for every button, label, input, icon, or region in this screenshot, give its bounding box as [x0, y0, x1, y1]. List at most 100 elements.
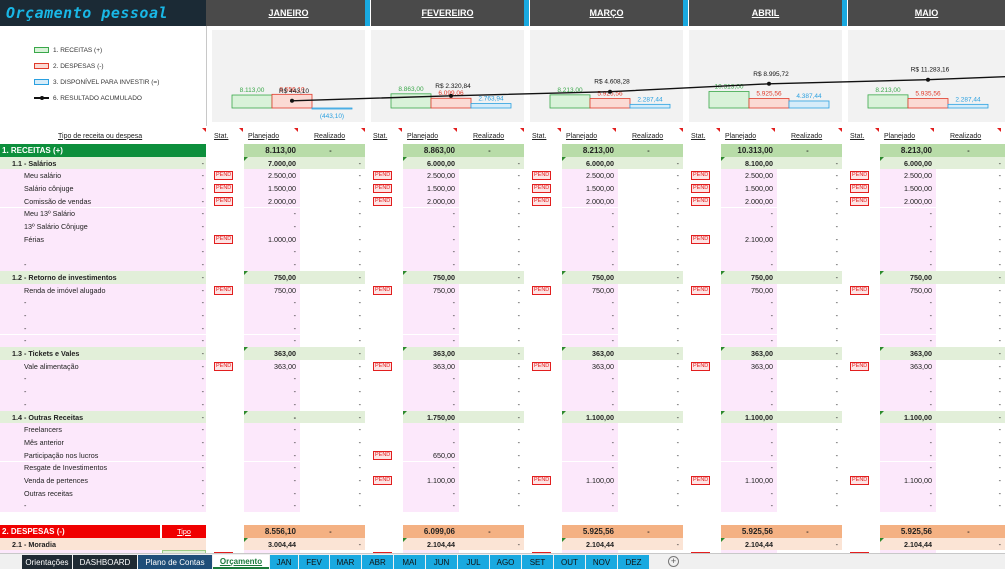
planejado-cell[interactable]: -: [244, 448, 300, 462]
planejado-cell[interactable]: -: [721, 372, 777, 386]
planejado-cell[interactable]: 2.104,44: [403, 537, 459, 551]
planejado-cell[interactable]: 1.100,00: [562, 410, 618, 424]
stat-cell[interactable]: [689, 271, 721, 284]
stat-cell[interactable]: PEND: [530, 194, 562, 208]
planejado-cell[interactable]: 363,00: [403, 359, 459, 373]
stat-cell[interactable]: [689, 372, 721, 386]
sheet-tab-11[interactable]: AGO: [490, 555, 521, 569]
row-label[interactable]: -: [0, 334, 206, 348]
stat-cell[interactable]: [212, 207, 244, 221]
planejado-cell[interactable]: -: [721, 309, 777, 322]
stat-cell[interactable]: PEND: [530, 474, 562, 487]
realizado-cell[interactable]: -: [459, 334, 524, 348]
stat-cell[interactable]: [530, 512, 562, 525]
realizado-cell[interactable]: -: [777, 385, 842, 398]
stat-cell[interactable]: [371, 271, 403, 284]
sheet-tab-0[interactable]: Orientações: [22, 555, 72, 569]
stat-cell[interactable]: [848, 207, 880, 221]
realizado-cell[interactable]: -: [618, 169, 683, 183]
realizado-cell[interactable]: -: [618, 334, 683, 348]
stat-cell[interactable]: [212, 144, 244, 157]
planejado-cell[interactable]: 2.500,00: [244, 169, 300, 183]
planejado-cell[interactable]: 2.000,00: [721, 194, 777, 208]
stat-cell[interactable]: [371, 220, 403, 233]
realizado-cell[interactable]: -: [936, 144, 1005, 157]
realizado-cell[interactable]: -: [300, 398, 365, 411]
planejado-cell[interactable]: -: [880, 232, 936, 246]
col-header-stat[interactable]: Stat.: [214, 132, 229, 140]
realizado-cell[interactable]: -: [459, 423, 524, 437]
stat-cell[interactable]: [212, 398, 244, 411]
stat-cell[interactable]: [212, 258, 244, 271]
realizado-cell[interactable]: -: [459, 448, 524, 462]
realizado-cell[interactable]: -: [618, 448, 683, 462]
realizado-cell[interactable]: -: [777, 207, 842, 221]
planejado-cell[interactable]: -: [880, 461, 936, 475]
realizado-cell[interactable]: -: [777, 461, 842, 475]
realizado-cell[interactable]: -: [300, 372, 365, 386]
planejado-cell[interactable]: 363,00: [880, 347, 936, 360]
row-label[interactable]: -: [0, 258, 206, 271]
realizado-cell[interactable]: -: [300, 334, 365, 348]
stat-cell[interactable]: [212, 486, 244, 500]
realizado-cell[interactable]: -: [936, 309, 1005, 322]
realizado-cell[interactable]: -: [300, 537, 365, 551]
stat-cell[interactable]: PEND: [530, 359, 562, 373]
planejado-cell[interactable]: -: [403, 296, 459, 310]
stat-cell[interactable]: [530, 207, 562, 221]
stat-cell[interactable]: [848, 512, 880, 525]
stat-cell[interactable]: PEND: [212, 182, 244, 195]
planejado-cell[interactable]: -: [403, 436, 459, 449]
stat-cell[interactable]: [530, 537, 562, 551]
realizado-cell[interactable]: -: [459, 347, 524, 360]
month-header-4[interactable]: MAIO: [848, 0, 1005, 26]
planejado-cell[interactable]: -: [880, 398, 936, 411]
realizado-cell[interactable]: -: [936, 537, 1005, 551]
col-header-planejado[interactable]: Planejado: [407, 132, 439, 140]
stat-cell[interactable]: [212, 321, 244, 335]
stat-cell[interactable]: [371, 347, 403, 360]
planejado-cell[interactable]: -: [562, 372, 618, 386]
sheet-tab-5[interactable]: FEV: [299, 555, 329, 569]
planejado-cell[interactable]: -: [880, 372, 936, 386]
planejado-cell[interactable]: -: [562, 220, 618, 233]
planejado-cell[interactable]: 2.000,00: [880, 194, 936, 208]
realizado-cell[interactable]: -: [777, 448, 842, 462]
planejado-cell[interactable]: -: [721, 245, 777, 259]
sheet-tab-13[interactable]: OUT: [554, 555, 585, 569]
realizado-cell[interactable]: -: [618, 347, 683, 360]
realizado-cell[interactable]: -: [459, 194, 524, 208]
stat-cell[interactable]: [530, 220, 562, 233]
planejado-cell[interactable]: -: [562, 486, 618, 500]
realizado-cell[interactable]: -: [936, 385, 1005, 398]
planejado-cell[interactable]: -: [721, 499, 777, 513]
stat-cell[interactable]: [212, 296, 244, 310]
stat-cell[interactable]: [848, 436, 880, 449]
stat-cell[interactable]: [212, 410, 244, 424]
stat-cell[interactable]: [689, 512, 721, 525]
planejado-cell[interactable]: 5.925,56: [880, 525, 936, 538]
col-header-realizado[interactable]: Realizado: [950, 132, 982, 140]
planejado-cell[interactable]: -: [562, 398, 618, 411]
stat-cell[interactable]: [212, 436, 244, 449]
stat-cell[interactable]: [530, 486, 562, 500]
stat-cell[interactable]: [371, 461, 403, 475]
realizado-cell[interactable]: -: [300, 423, 365, 437]
col-header-realizado[interactable]: Realizado: [473, 132, 505, 140]
stat-cell[interactable]: [371, 156, 403, 170]
planejado-cell[interactable]: 1.100,00: [880, 474, 936, 487]
stat-cell[interactable]: [212, 525, 244, 538]
realizado-cell[interactable]: -: [618, 486, 683, 500]
row-label[interactable]: Renda de imóvel alugado: [0, 283, 206, 297]
planejado-cell[interactable]: -: [721, 486, 777, 500]
planejado-cell[interactable]: 6.000,00: [562, 156, 618, 170]
planejado-cell[interactable]: 363,00: [562, 359, 618, 373]
planejado-cell[interactable]: -: [562, 436, 618, 449]
row-label[interactable]: Meu salário: [0, 169, 206, 183]
planejado-cell[interactable]: -: [403, 385, 459, 398]
planejado-cell[interactable]: -: [721, 321, 777, 335]
col-header-planejado[interactable]: Planejado: [884, 132, 916, 140]
realizado-cell[interactable]: -: [459, 398, 524, 411]
realizado-cell[interactable]: -: [936, 423, 1005, 437]
stat-cell[interactable]: [848, 271, 880, 284]
